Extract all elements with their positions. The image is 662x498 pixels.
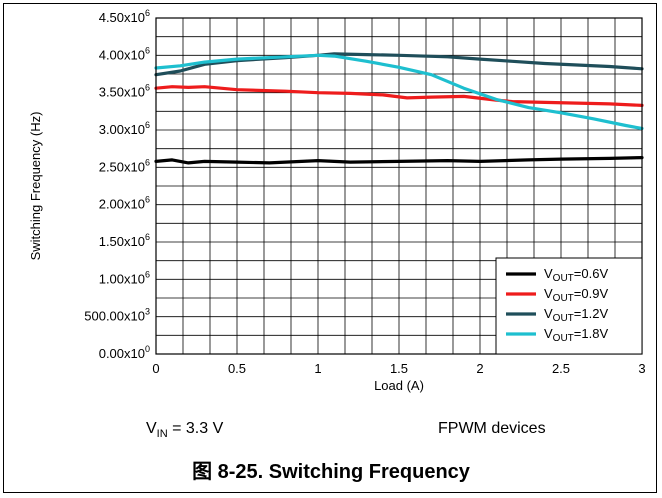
x-tick-label: 2 [476, 361, 483, 376]
x-tick-label: 0.5 [228, 361, 246, 376]
vin-sub: IN [156, 428, 168, 441]
x-tick-label: 0 [152, 361, 159, 376]
y-tick-label: 500.00x103 [84, 307, 150, 324]
legend-label: VOUT=1.8V [544, 326, 608, 344]
legend-label: VOUT=0.6V [544, 266, 608, 284]
grid [156, 18, 642, 354]
switching-frequency-chart: 4.50x106 4.00x106 3.50x106 3.00x106 2.50x106… [28, 8, 646, 393]
figure-caption: 图 8-25. Switching Frequency [0, 455, 662, 484]
y-tick-labels: 4.50x106 4.00x106 3.50x106 3.00x106 2.50x106… [84, 8, 150, 361]
x-tick-label: 1.5 [390, 361, 408, 376]
y-tick-label: 2.50x106 [99, 157, 150, 174]
vin-rest: = 3.3 V [167, 420, 224, 437]
devices-note: FPWM devices [438, 420, 546, 437]
y-axis-label: Switching Frequency (Hz) [28, 112, 43, 261]
series-line [154, 53, 644, 131]
series-line [154, 85, 644, 107]
series-lines [154, 52, 644, 165]
y-tick-label: 4.50x106 [99, 8, 150, 25]
series-line [154, 156, 644, 165]
vin-main: V [146, 420, 157, 437]
legend: VOUT=0.6V VOUT=0.9V VOUT=1.2V VOUT=1.8V [495, 257, 643, 355]
series-line [154, 52, 644, 77]
x-axis-label: Load (A) [374, 378, 424, 393]
caption-prefix: 图 [192, 459, 213, 483]
y-tick-label: 3.50x106 [99, 83, 150, 100]
x-tick-label: 1 [314, 361, 321, 376]
figure-frame [3, 3, 657, 493]
legend-label: VOUT=0.9V [544, 286, 608, 304]
x-tick-labels: 0 0.5 1 1.5 2 2.5 3 [152, 361, 645, 376]
x-tick-label: 2.5 [552, 361, 570, 376]
legend-label: VOUT=1.2V [544, 306, 608, 324]
y-tick-label: 0.00x100 [99, 344, 150, 361]
x-tick-label: 3 [638, 361, 645, 376]
y-tick-label: 4.00x106 [99, 45, 150, 62]
y-tick-label: 3.00x106 [99, 120, 150, 137]
caption-text: 8-25. Switching Frequency [212, 461, 470, 483]
vin-note: VIN = 3.3 V [146, 420, 223, 440]
y-tick-label: 1.50x106 [99, 232, 150, 249]
y-tick-label: 2.00x106 [99, 195, 150, 212]
plot-border [155, 17, 643, 355]
y-tick-label: 1.00x106 [99, 269, 150, 286]
